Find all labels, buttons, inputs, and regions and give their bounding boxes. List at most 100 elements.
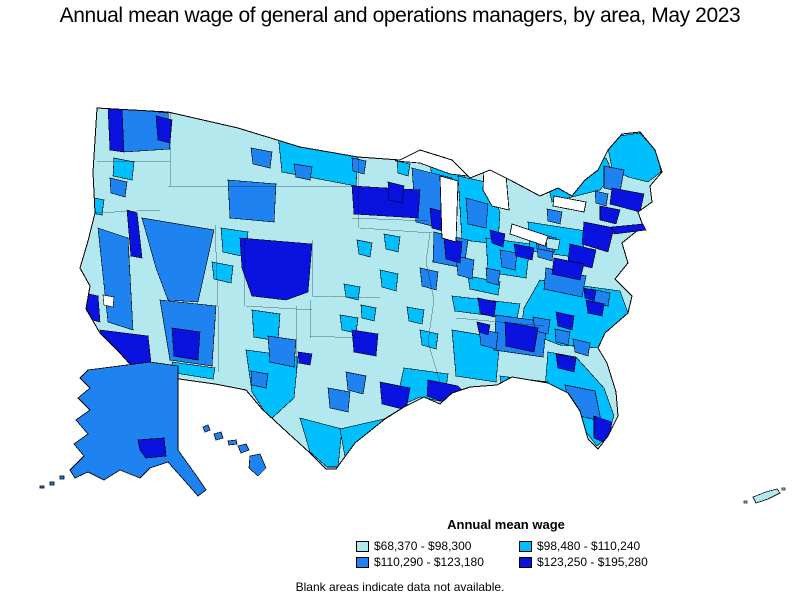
map-region: [112, 157, 135, 181]
legend: Annual mean wage $68,370 - $98,300 $98,4…: [356, 517, 656, 569]
map-region: [743, 500, 748, 504]
legend-grid: $68,370 - $98,300 $98,480 - $110,240 $11…: [356, 539, 656, 569]
legend-item: $68,370 - $98,300: [356, 539, 519, 553]
map-region: [39, 485, 45, 489]
map-region: [202, 424, 211, 433]
wage-bin-1-spots: [545, 237, 561, 251]
lake-ontario: [552, 195, 587, 213]
map-region: [248, 453, 267, 477]
map-region: [293, 163, 313, 181]
map-region: [396, 160, 411, 177]
map-region: [213, 431, 224, 441]
map-region: [351, 157, 367, 175]
map-region: [379, 269, 399, 292]
map-region: [513, 243, 535, 261]
alaska-hawaii-regions: [39, 361, 267, 497]
map-region: [267, 335, 297, 368]
long-island-region: [611, 223, 647, 235]
alaska-region: [69, 361, 207, 497]
map-region: [443, 237, 463, 264]
legend-item-label: $123,250 - $195,280: [537, 555, 648, 569]
map-region: [551, 257, 585, 281]
map-region: [555, 311, 575, 331]
map-region: [752, 488, 781, 504]
map-region: [594, 190, 609, 207]
map-region: [107, 108, 125, 153]
legend-swatch: [356, 540, 369, 552]
map-region: [387, 181, 405, 204]
map-region: [297, 351, 313, 366]
map-region: [477, 297, 497, 318]
map-region: [572, 338, 591, 357]
lake-michigan: [439, 175, 459, 243]
map-region: [499, 249, 518, 271]
map-region: [141, 217, 215, 303]
legend-item-label: $98,480 - $110,240: [537, 539, 641, 553]
map-region: [327, 387, 351, 413]
map-region: [406, 306, 425, 325]
map-region: [489, 229, 506, 248]
map-region: [455, 255, 475, 280]
map-region: [545, 237, 561, 251]
hawaii-region: [202, 424, 267, 477]
map-region: [343, 283, 361, 301]
map-region: [239, 237, 313, 301]
map-region: [356, 239, 373, 258]
map-region: [360, 304, 377, 322]
lake-erie: [509, 223, 549, 247]
map-region: [419, 267, 439, 291]
map-region: [211, 261, 234, 284]
map-region: [299, 417, 343, 468]
legend-swatch: [356, 556, 369, 568]
map-region: [49, 481, 55, 486]
map-region: [251, 309, 281, 342]
map-region: [237, 443, 250, 454]
map-region: [583, 287, 597, 302]
map-region: [599, 205, 621, 225]
map-region: [351, 185, 421, 219]
map-region: [504, 321, 539, 353]
map-region: [155, 115, 173, 144]
state-boundaries: [91, 113, 545, 383]
map-region: [419, 329, 439, 350]
legend-item: $110,290 - $123,180: [356, 555, 519, 569]
legend-swatch: [519, 540, 532, 552]
map-region: [781, 487, 786, 491]
map-region: [250, 370, 269, 389]
map-region: [383, 233, 401, 253]
map-region: [546, 208, 563, 225]
anchorage-region: [137, 437, 167, 459]
wage-bin-1-base: [79, 107, 786, 504]
legend-item-label: $68,370 - $98,300: [374, 539, 472, 553]
map-region: [126, 209, 143, 259]
map-region: [59, 475, 65, 480]
footnote: Blank areas indicate data not available.: [295, 580, 505, 594]
no-data-areas: [102, 294, 115, 308]
map-region: [171, 327, 201, 361]
map-region: [485, 267, 501, 286]
legend-item: $98,480 - $110,240: [519, 539, 656, 553]
legend-title: Annual mean wage: [447, 517, 565, 532]
map-region: [478, 328, 499, 350]
map-region: [476, 321, 491, 336]
legend-item: $123,250 - $195,280: [519, 555, 656, 569]
map-region: [555, 353, 577, 373]
map-region: [227, 179, 277, 223]
map-region: [227, 439, 238, 446]
map-region: [109, 177, 128, 198]
map-region: [581, 221, 615, 253]
puerto-rico-region: [743, 487, 786, 504]
map-region: [80, 291, 101, 323]
legend-swatch: [519, 556, 532, 568]
map-region: [554, 328, 571, 346]
map-region: [351, 329, 379, 357]
map-region: [585, 299, 605, 317]
map-region: [250, 147, 273, 169]
map-region: [557, 397, 575, 419]
legend-item-label: $110,290 - $123,180: [374, 555, 484, 569]
map-region: [465, 197, 489, 229]
map-region: [89, 196, 105, 216]
map-region: [345, 371, 367, 395]
map-region: [102, 294, 115, 308]
